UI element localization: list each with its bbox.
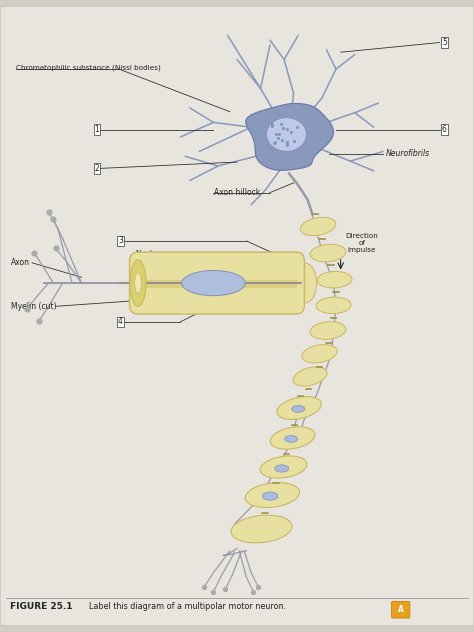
- Ellipse shape: [266, 118, 307, 152]
- FancyBboxPatch shape: [129, 252, 304, 314]
- Polygon shape: [246, 104, 334, 170]
- Text: Axon hillock: Axon hillock: [214, 188, 261, 197]
- Text: 5: 5: [442, 38, 447, 47]
- FancyBboxPatch shape: [392, 602, 410, 618]
- Ellipse shape: [310, 244, 346, 262]
- Text: Axon: Axon: [11, 258, 30, 267]
- Text: Label this diagram of a multipolar motor neuron.: Label this diagram of a multipolar motor…: [89, 602, 286, 611]
- Ellipse shape: [301, 217, 336, 236]
- Ellipse shape: [130, 260, 146, 307]
- Text: Nucleus: Nucleus: [135, 250, 165, 258]
- Ellipse shape: [182, 270, 245, 296]
- Ellipse shape: [293, 367, 327, 386]
- FancyBboxPatch shape: [0, 6, 474, 626]
- Ellipse shape: [302, 344, 337, 363]
- Text: A: A: [398, 605, 404, 614]
- Ellipse shape: [284, 435, 298, 442]
- Ellipse shape: [135, 272, 141, 293]
- Ellipse shape: [260, 456, 307, 478]
- Ellipse shape: [277, 396, 321, 420]
- Text: 6: 6: [442, 125, 447, 134]
- Text: Chromatophilic substance (Nissl bodies): Chromatophilic substance (Nissl bodies): [16, 65, 160, 71]
- Text: 3: 3: [118, 236, 123, 245]
- Text: Myelin (cut): Myelin (cut): [11, 302, 56, 311]
- Text: Neurofibrils: Neurofibrils: [385, 149, 429, 159]
- Ellipse shape: [270, 427, 315, 449]
- Ellipse shape: [310, 322, 346, 339]
- Text: FIGURE 25.1: FIGURE 25.1: [10, 602, 73, 611]
- Text: Direction
of
impulse: Direction of impulse: [346, 233, 378, 253]
- Ellipse shape: [317, 272, 352, 288]
- Ellipse shape: [292, 406, 305, 412]
- Ellipse shape: [231, 515, 292, 543]
- Text: 1: 1: [95, 125, 100, 134]
- Ellipse shape: [316, 297, 351, 313]
- Ellipse shape: [275, 465, 289, 472]
- Ellipse shape: [245, 483, 300, 507]
- Ellipse shape: [262, 492, 278, 500]
- Text: 2: 2: [95, 164, 100, 173]
- Text: 4: 4: [118, 317, 123, 326]
- Ellipse shape: [294, 264, 317, 303]
